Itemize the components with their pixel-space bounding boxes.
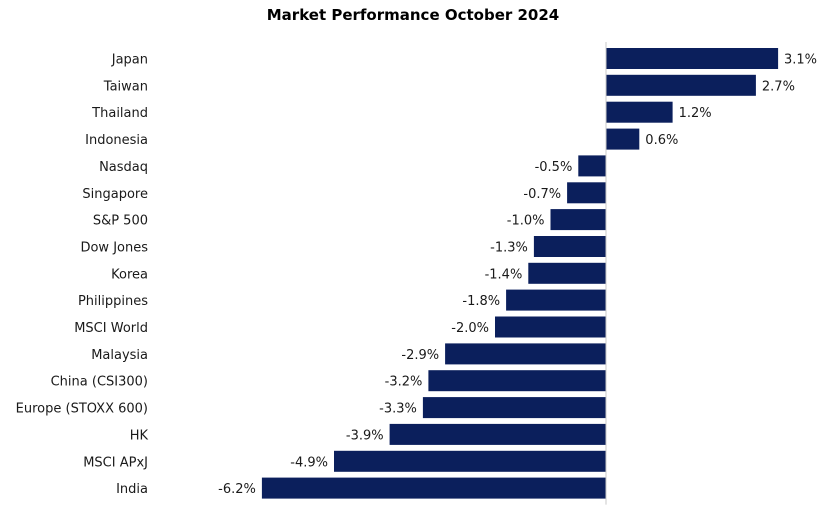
bar bbox=[606, 48, 779, 69]
bar bbox=[567, 182, 606, 204]
category-label: Philippines bbox=[78, 294, 148, 309]
data-label: -1.8% bbox=[462, 294, 500, 309]
bar bbox=[428, 370, 606, 392]
bar bbox=[422, 397, 606, 419]
bar bbox=[578, 155, 607, 177]
category-label: China (CSI300) bbox=[51, 375, 148, 390]
data-label: -3.3% bbox=[379, 402, 417, 417]
chart-title: Market Performance October 2024 bbox=[267, 6, 560, 24]
data-labels: 3.1% 2.7% 1.2%0.6% -0.5% -0.7% -1.0% -1.3% -1.4… bbox=[218, 53, 817, 498]
category-label: Malaysia bbox=[91, 348, 148, 363]
bar bbox=[606, 101, 673, 123]
category-label: Korea bbox=[111, 267, 148, 282]
data-label: -4.9% bbox=[290, 455, 328, 470]
category-labels: Japan Taiwan Thailand Indonesia Nasdaq Singap… bbox=[16, 53, 149, 498]
bar bbox=[606, 74, 756, 96]
data-label: -3.9% bbox=[346, 428, 384, 443]
bar bbox=[261, 477, 606, 499]
bar bbox=[528, 262, 606, 284]
bar bbox=[334, 450, 606, 472]
data-label: -1.0% bbox=[507, 214, 545, 229]
data-label: -0.5% bbox=[535, 160, 573, 175]
data-label: 0.6% bbox=[645, 133, 678, 148]
category-label: S&P 500 bbox=[93, 214, 148, 229]
data-label: 1.2% bbox=[679, 106, 712, 121]
category-label: Taiwan bbox=[103, 79, 148, 94]
category-label: Singapore bbox=[82, 187, 148, 202]
data-label: -1.3% bbox=[490, 240, 528, 255]
category-label: Nasdaq bbox=[99, 160, 148, 175]
category-label: Indonesia bbox=[85, 133, 148, 148]
bar bbox=[550, 209, 606, 231]
data-label: -1.4% bbox=[485, 267, 523, 282]
data-label: -2.9% bbox=[401, 348, 439, 363]
bars bbox=[261, 48, 779, 499]
data-label: -3.2% bbox=[385, 375, 423, 390]
bar bbox=[445, 343, 606, 365]
category-label: MSCI World bbox=[74, 321, 148, 336]
bar bbox=[606, 128, 640, 150]
category-label: Thailand bbox=[91, 106, 148, 121]
data-label: 2.7% bbox=[762, 79, 795, 94]
bar bbox=[506, 289, 606, 311]
category-label: Dow Jones bbox=[80, 240, 148, 255]
category-label: MSCI APxJ bbox=[83, 455, 148, 470]
data-label: -0.7% bbox=[523, 187, 561, 202]
category-label: HK bbox=[130, 428, 149, 443]
bar bbox=[495, 316, 606, 338]
category-label: India bbox=[116, 482, 148, 497]
data-label: -2.0% bbox=[451, 321, 489, 336]
data-label: 3.1% bbox=[784, 53, 817, 68]
category-label: Europe (STOXX 600) bbox=[16, 402, 148, 417]
data-label: -6.2% bbox=[218, 482, 256, 497]
bar bbox=[533, 236, 607, 257]
category-label: Japan bbox=[111, 53, 148, 68]
bar bbox=[389, 423, 606, 445]
